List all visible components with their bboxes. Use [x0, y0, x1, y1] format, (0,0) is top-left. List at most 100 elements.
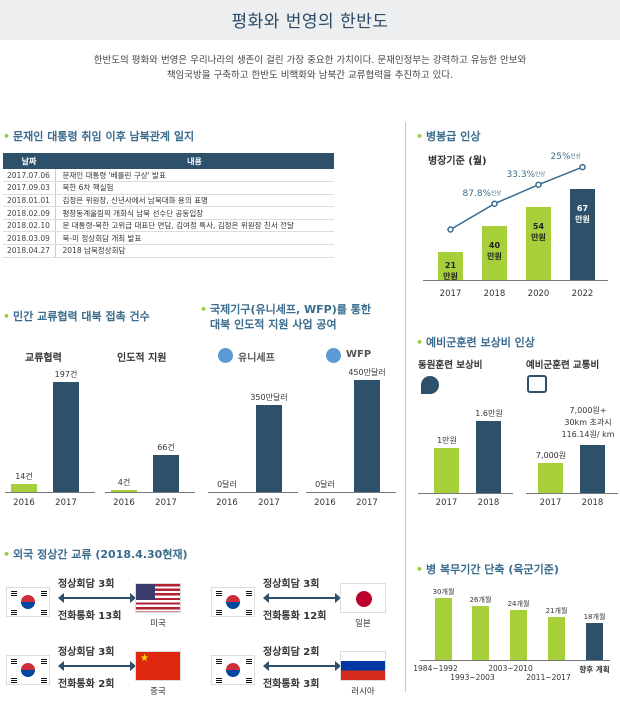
- diary-col-content: 내용: [55, 153, 334, 169]
- summit-count: 3회: [303, 579, 320, 590]
- korea-flag: [6, 587, 50, 617]
- salary-chart: 21 만원 2017 40 만원 2018 54 만원 2020 67 만원 2022 87.8%인상 3…: [418, 152, 613, 310]
- phone-count-line: 전화통화 13회: [58, 607, 121, 622]
- trigram: [216, 610, 222, 615]
- service-period-tick: 2011~2017: [526, 673, 571, 682]
- diary-content: 북-미 정상회담 개최 발표: [55, 231, 334, 246]
- summit-label: 정상회담: [263, 647, 304, 658]
- trigram: [11, 659, 17, 664]
- service-chart: 30개월 1984~1992 26개월 1993~2003 24개월 2003~2010 2…: [410, 580, 620, 700]
- cn-flag: ★: [135, 651, 181, 681]
- exchange-arrow: [263, 593, 341, 603]
- service-period-tick: 1993~2003: [450, 673, 495, 682]
- service-value-label: 21개월: [545, 606, 568, 615]
- civil-section-title: • 민간 교류협력 대북 접촉 건수: [3, 308, 150, 324]
- country-name: 러시아: [351, 687, 375, 697]
- service-bar: [586, 622, 603, 660]
- intl-group-label: WFP: [346, 349, 372, 360]
- diary-date: 2017.09.03: [3, 181, 56, 195]
- phone-count: 2회: [98, 679, 115, 690]
- us-flag: [135, 583, 181, 613]
- person-pin-icon: [421, 376, 439, 394]
- civil-group-label: 교류협력: [25, 353, 62, 364]
- reserve-chart: 1만원 2017 1.6만원 2018 7,000원 2017 7,000원+ 30km 초과…: [408, 380, 620, 510]
- salary-trend-point: [491, 200, 498, 207]
- trigram: [41, 591, 47, 596]
- bullet-icon: •: [3, 130, 11, 143]
- mobilization-year-tick: 2017: [435, 498, 458, 508]
- transport-bar: [580, 445, 605, 493]
- civil-value-label: 4건: [117, 477, 131, 487]
- bullet-icon: •: [200, 303, 208, 316]
- title-banner: [0, 0, 620, 40]
- taegeuk-emblem: [21, 595, 35, 609]
- salary-trend-polyline: [450, 166, 583, 231]
- intl-group-label: 유니세프: [238, 353, 275, 364]
- trigram: [246, 591, 252, 596]
- civil-group-label: 인도적 지원: [117, 353, 167, 364]
- civil-year-tick: 2016: [113, 498, 135, 508]
- diary-row: 2018.02.09 평창동계올림픽 개회식 남북 선수단 공동입장: [3, 206, 334, 220]
- unicef-icon: [218, 348, 233, 363]
- phone-count: 12회: [303, 611, 327, 622]
- page-title: 평화와 번영의 한반도: [231, 12, 389, 32]
- civil-bar: [111, 489, 137, 492]
- transport-value-label: 7,000원+ 30km 초과시 116.14원/ km: [561, 406, 615, 439]
- trigram: [41, 610, 47, 615]
- phone-count-line: 전화통화 12회: [263, 607, 326, 622]
- intro-line-1: 한반도의 평화와 번영은 우리나라의 생존이 걸린 가장 중요한 가치이다. 문…: [93, 55, 527, 66]
- exchange-arrow: [58, 661, 136, 671]
- intl-title-line1: 국제기구(유니세프, WFP)를 통한: [210, 303, 371, 316]
- diary-col-date: 날짜: [3, 153, 55, 169]
- intl-bar: [256, 404, 282, 492]
- bullet-icon: •: [3, 310, 11, 323]
- salary-rate-suffix: 인상: [491, 190, 502, 197]
- salary-year-tick: 2022: [571, 289, 594, 299]
- column-divider: [405, 122, 406, 692]
- diary-date: 2018.04.27: [3, 244, 56, 258]
- salary-rate-value: 25%: [550, 152, 571, 163]
- summit-label: 정상회담: [263, 579, 304, 590]
- transport-value-label: 7,000원: [535, 451, 567, 460]
- trigram: [41, 678, 47, 683]
- phone-label: 전화통화: [58, 611, 99, 622]
- diary-content: 문 대통령-북한 고위급 대표단 면담, 김여정 특사, 김정은 위원장 친서 …: [55, 219, 334, 233]
- us-flag-canton: [136, 584, 155, 600]
- summit-count: 2회: [303, 647, 320, 658]
- intl-bar: [354, 380, 380, 492]
- summit-count-line: 정상회담 2회: [263, 643, 319, 658]
- wfp-icon: [326, 348, 341, 363]
- jp-flag-sun: [356, 591, 372, 607]
- civil-bar: [153, 455, 179, 492]
- mobilization-year-tick: 2018: [477, 498, 500, 508]
- trigram: [246, 659, 252, 664]
- country-name: 일본: [355, 619, 371, 629]
- country-name: 중국: [150, 687, 166, 697]
- bullet-icon: •: [3, 548, 11, 561]
- salary-rate-label: 33.3%인상: [507, 170, 546, 180]
- trigram: [216, 659, 222, 664]
- diary-title-text: 문재인 대통령 취임 이후 남북관계 일지: [13, 130, 195, 143]
- service-value-label: 26개월: [469, 596, 492, 605]
- summit-area: 정상회담 3회 전화통화 13회 미국 정상회담 3회 전화통화 12회 일본 정상회담 3…: [0, 565, 400, 702]
- civil-axis: [105, 492, 195, 493]
- diary-date: 2018.03.09: [3, 231, 56, 246]
- diary-row: 2018.03.09 북-미 정상회담 개최 발표: [3, 231, 334, 246]
- transport-bar: [538, 463, 563, 493]
- civil-chart: 교류협력 14건 2016 197건 2017 인도적 지원 4건 2016 66건 2017: [0, 340, 200, 515]
- summit-count-line: 정상회담 3회: [58, 643, 114, 658]
- mobilization-bar: [476, 421, 501, 493]
- civil-year-tick: 2017: [55, 498, 77, 508]
- trigram: [216, 678, 222, 683]
- salary-year-tick: 2020: [527, 289, 550, 299]
- transport-year-tick: 2017: [539, 498, 562, 508]
- salary-bar: [438, 251, 463, 280]
- intl-chart: 유니세프 0달러 2016 350만달러 2017 WFP 0달러 2016 450만달러 201…: [200, 340, 400, 515]
- civil-axis: [5, 492, 95, 493]
- diary-content: 김정은 위원장, 신년사에서 남북대화 용의 표명: [55, 194, 334, 208]
- salary-bar: [526, 206, 551, 280]
- salary-year-tick: 2017: [439, 289, 462, 299]
- service-bar: [472, 606, 489, 660]
- salary-rate-label: 87.8%인상: [463, 189, 502, 199]
- civil-bar: [11, 484, 37, 492]
